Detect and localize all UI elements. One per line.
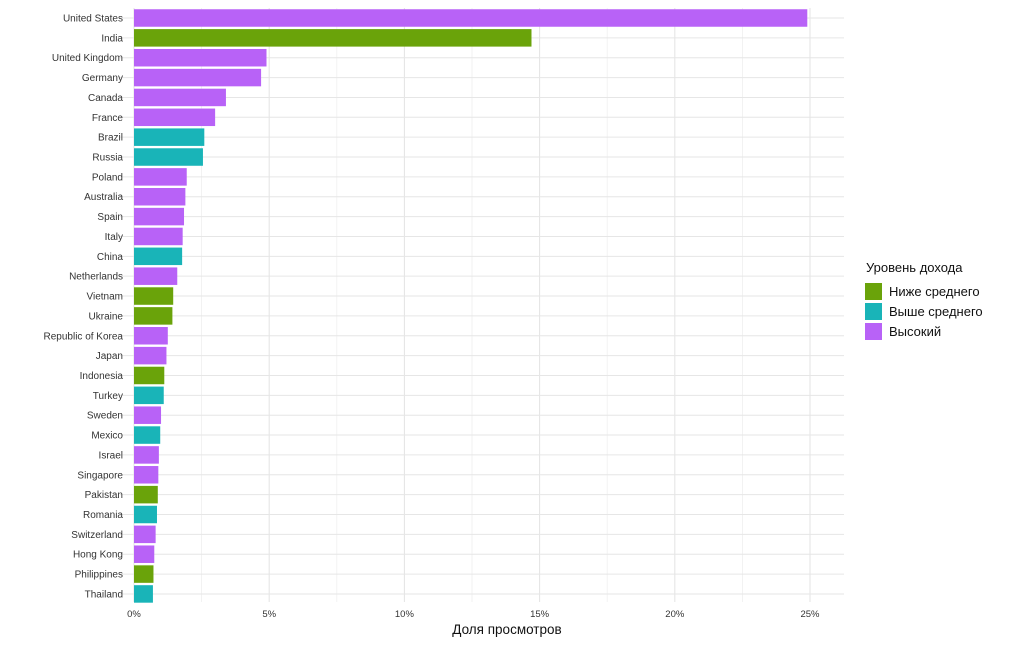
bar	[134, 148, 203, 166]
bar	[134, 168, 187, 186]
y-tick-label: Pakistan	[85, 490, 123, 501]
bar	[134, 386, 164, 405]
bar	[134, 327, 168, 345]
bar	[134, 108, 216, 127]
y-tick-label: Mexico	[91, 431, 123, 442]
y-tick-label: Germany	[82, 73, 123, 84]
bar	[134, 505, 157, 524]
y-tick-label: Switzerland	[71, 530, 123, 541]
y-tick-label: Poland	[92, 172, 123, 183]
bar	[134, 247, 183, 266]
bar	[134, 525, 156, 544]
x-tick-label: 10%	[395, 609, 415, 620]
y-tick-label: Republic of Korea	[44, 331, 124, 342]
y-tick-label: Netherlands	[69, 272, 123, 283]
bar	[134, 68, 262, 87]
bar	[134, 187, 186, 206]
bar	[134, 366, 165, 385]
legend-swatch	[865, 283, 882, 300]
bar	[134, 88, 226, 107]
grid-lines	[120, 8, 844, 602]
y-tick-label: United Kingdom	[52, 53, 123, 64]
bar	[134, 426, 161, 444]
y-tick-label: Thailand	[85, 589, 123, 600]
y-tick-label: Ukraine	[89, 311, 124, 322]
bar	[134, 307, 173, 325]
bar	[134, 287, 174, 305]
y-tick-label: Hong Kong	[73, 550, 123, 561]
bar	[134, 466, 159, 484]
bar	[134, 565, 154, 583]
bar	[134, 545, 155, 563]
legend-label: Высокий	[889, 324, 941, 339]
bar	[134, 9, 808, 27]
x-axis-title: Доля просмотров	[452, 622, 561, 637]
y-tick-label: Indonesia	[80, 371, 124, 382]
bar	[134, 48, 267, 67]
y-tick-label: Italy	[105, 232, 123, 243]
y-tick-label: Australia	[84, 192, 123, 203]
bar	[134, 267, 178, 285]
bar	[134, 227, 183, 246]
legend-title: Уровень дохода	[866, 260, 963, 275]
legend: Уровень дохода Ниже среднего Выше среднег…	[865, 260, 983, 340]
bar	[134, 346, 167, 365]
bar	[134, 485, 158, 504]
legend-label: Ниже среднего	[889, 284, 980, 299]
legend-swatch	[865, 303, 882, 320]
y-tick-label: Philippines	[75, 570, 123, 581]
legend-items: Ниже среднего Выше среднего Высокий	[865, 283, 983, 340]
x-axis-tick-labels: 0% 5% 10% 15% 20% 25%	[127, 609, 820, 620]
bar	[134, 406, 162, 424]
y-tick-label: Russia	[92, 153, 123, 164]
x-tick-label: 15%	[530, 609, 550, 620]
bar	[134, 207, 185, 226]
x-tick-label: 25%	[800, 609, 820, 620]
x-tick-label: 5%	[262, 609, 276, 620]
bar	[134, 128, 205, 146]
bar	[134, 29, 532, 47]
y-tick-label: Vietnam	[86, 292, 123, 303]
y-tick-label: Japan	[96, 351, 123, 362]
bar	[134, 446, 159, 464]
y-tick-label: Canada	[88, 93, 123, 104]
y-tick-label: Singapore	[77, 470, 123, 481]
y-tick-label: Brazil	[98, 133, 123, 144]
y-tick-label: Sweden	[87, 411, 123, 422]
y-tick-label: Turkey	[93, 391, 123, 402]
y-tick-label: Romania	[83, 510, 123, 521]
x-tick-label: 0%	[127, 609, 141, 620]
x-tick-label: 20%	[665, 609, 685, 620]
y-tick-label: Spain	[97, 212, 123, 223]
legend-label: Выше среднего	[889, 304, 983, 319]
bars	[134, 9, 808, 603]
y-tick-label: India	[101, 33, 123, 44]
y-tick-label: China	[97, 252, 124, 263]
y-tick-label: Israel	[99, 450, 123, 461]
legend-swatch	[865, 323, 882, 340]
y-tick-label: France	[92, 113, 124, 124]
y-axis-tick-labels: United States India United Kingdom Germany C…	[44, 14, 124, 601]
bar	[134, 585, 153, 603]
y-tick-label: United States	[63, 14, 123, 25]
